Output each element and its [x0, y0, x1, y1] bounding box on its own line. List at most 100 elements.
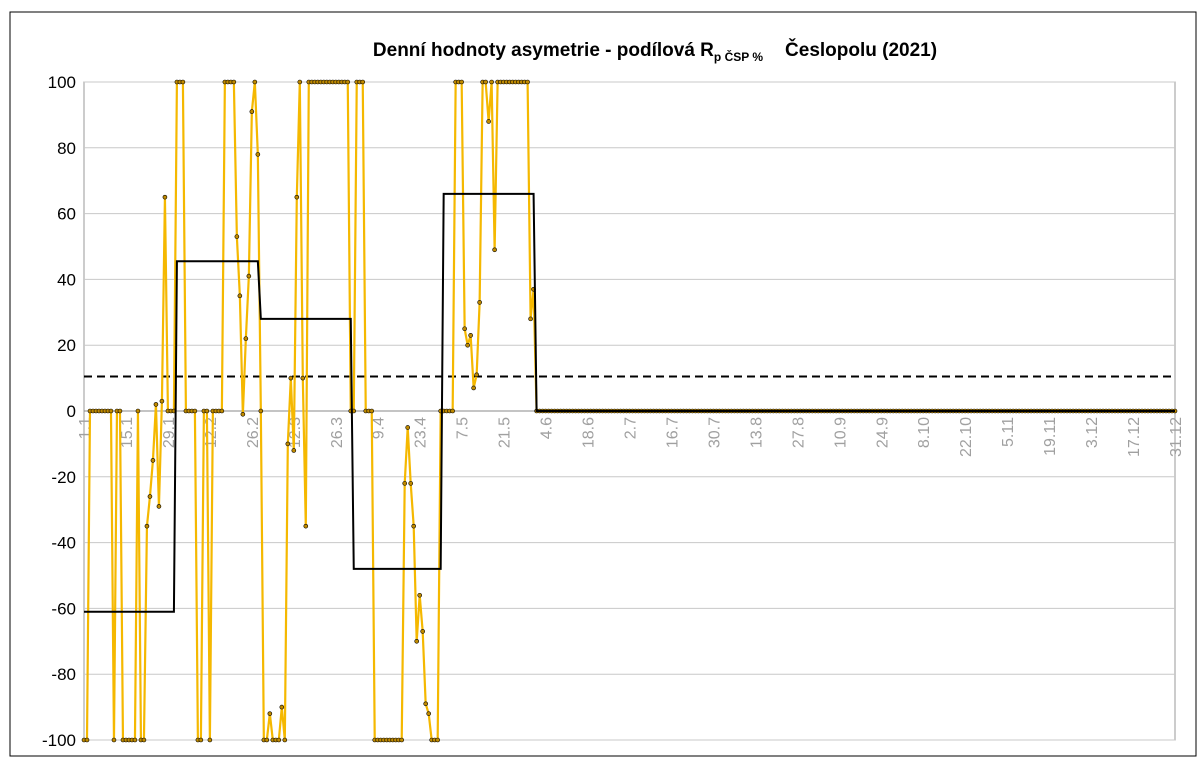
data-point — [369, 408, 375, 414]
title-subscript: p ČSP % — [714, 49, 763, 64]
x-tick-label: 22.10 — [958, 417, 975, 457]
data-point — [282, 737, 288, 743]
data-point — [117, 408, 123, 414]
x-tick-label: 29.1 — [161, 417, 178, 448]
x-tick-label: 5.11 — [1000, 417, 1017, 447]
data-point — [471, 385, 476, 391]
x-tick-label: 17.12 — [1126, 417, 1143, 457]
data-point — [219, 408, 225, 414]
data-point — [489, 79, 494, 85]
data-point — [477, 300, 482, 305]
x-tick-label: 4.6 — [539, 417, 556, 439]
data-point — [426, 711, 431, 716]
data-point — [255, 152, 261, 157]
y-tick-label: 0 — [67, 402, 76, 421]
data-point — [462, 326, 467, 332]
data-point — [240, 411, 246, 417]
y-tick-label: 80 — [57, 139, 76, 158]
data-point — [246, 273, 252, 279]
data-point — [465, 342, 470, 348]
data-point — [144, 523, 150, 529]
data-point — [474, 372, 479, 378]
data-point — [159, 398, 165, 404]
data-point — [435, 737, 440, 743]
data-point — [345, 79, 351, 85]
data-point — [198, 737, 204, 743]
x-tick-label: 2.7 — [623, 417, 640, 439]
data-point — [111, 737, 117, 743]
y-tick-label: -20 — [51, 468, 76, 487]
data-point — [468, 333, 473, 338]
x-tick-label: 13.8 — [748, 417, 765, 448]
data-point — [108, 408, 114, 414]
data-point — [291, 448, 297, 453]
title-main: Denní hodnoty asymetrie - podílová R — [373, 40, 714, 61]
x-tick-label: 3.12 — [1084, 417, 1101, 448]
data-point — [360, 79, 366, 85]
data-point — [297, 79, 303, 85]
data-point — [243, 336, 249, 341]
data-point — [231, 79, 237, 85]
x-tick-label: 24.9 — [874, 417, 891, 448]
data-point — [300, 375, 306, 381]
data-point — [267, 711, 273, 716]
data-point — [180, 79, 186, 85]
data-point — [399, 737, 405, 743]
data-point — [408, 481, 414, 486]
x-tick-label: 26.3 — [329, 417, 346, 448]
data-point — [234, 234, 240, 239]
title-end: Česlopolu (2021) — [785, 39, 937, 61]
x-tick-label: 21.5 — [497, 417, 514, 448]
data-point — [525, 79, 530, 85]
data-point — [483, 79, 488, 85]
y-tick-label: 60 — [57, 205, 76, 224]
x-tick-label: 10.9 — [832, 417, 849, 448]
data-point — [288, 375, 294, 381]
y-tick-label: -80 — [51, 665, 76, 684]
x-tick-label: 9.4 — [371, 417, 388, 439]
x-tick-label: 26.2 — [245, 417, 262, 448]
x-tick-label: 15.1 — [119, 417, 136, 448]
x-tick-label: 31.12 — [1168, 417, 1185, 457]
data-point — [411, 523, 416, 529]
data-point — [252, 79, 258, 85]
data-point — [279, 704, 285, 710]
data-point — [147, 494, 153, 499]
data-point — [249, 109, 255, 114]
chart-frame — [9, 11, 1197, 757]
data-point — [294, 194, 300, 200]
data-point — [492, 247, 497, 253]
data-point — [423, 701, 428, 707]
data-point — [264, 737, 270, 743]
x-tick-label: 16.7 — [664, 417, 681, 448]
x-tick-label: 7.5 — [455, 417, 472, 439]
data-point — [528, 316, 533, 322]
data-point — [459, 79, 464, 85]
data-point — [162, 194, 168, 200]
data-point — [207, 737, 213, 743]
data-point — [285, 441, 291, 447]
x-tick-label: 1.1 — [77, 417, 94, 439]
data-point — [192, 408, 198, 414]
data-point — [402, 481, 408, 486]
data-point — [132, 737, 138, 743]
x-tick-label: 27.8 — [790, 417, 807, 448]
data-point — [204, 408, 210, 414]
data-point — [156, 504, 162, 509]
y-tick-label: 40 — [57, 270, 76, 289]
data-point — [135, 408, 141, 414]
y-tick-label: -60 — [51, 599, 76, 618]
y-tick-label: -100 — [42, 731, 76, 750]
y-tick-label: 100 — [48, 73, 76, 92]
x-tick-label: 12.2 — [203, 417, 220, 448]
data-point — [276, 737, 282, 743]
data-point — [84, 737, 90, 743]
y-tick-label: 20 — [57, 336, 76, 355]
data-point — [141, 737, 147, 743]
data-point — [258, 408, 264, 414]
data-point — [417, 592, 422, 598]
data-point — [450, 408, 455, 414]
data-point — [153, 402, 159, 407]
x-tick-label: 30.7 — [706, 417, 723, 448]
